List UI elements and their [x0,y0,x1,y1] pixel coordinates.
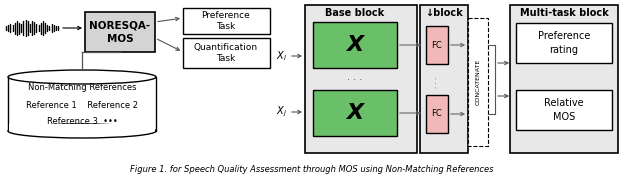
Bar [426,95,448,133]
Text: Preference
rating: Preference rating [538,31,590,55]
Bar [183,8,270,34]
Bar [305,5,417,153]
Text: Non-Matching References: Non-Matching References [27,83,136,93]
Bar [516,23,612,63]
Text: Quantification
Task: Quantification Task [194,43,258,63]
Text: · · ·: · · · [348,75,363,85]
Bar [313,90,397,136]
Text: Preference
Task: Preference Task [202,11,250,31]
Bar [510,5,618,153]
Text: Reference 1    Reference 2: Reference 1 Reference 2 [26,102,138,111]
Ellipse shape [8,124,156,138]
Text: X: X [346,35,364,55]
Bar [8,77,156,131]
Text: FC: FC [432,40,442,49]
Text: NORESQA-
MOS: NORESQA- MOS [89,20,150,44]
Bar [516,90,612,130]
Text: X: X [346,103,364,123]
Text: CONCATENATE: CONCATENATE [475,59,480,105]
Text: Multi-task block: Multi-task block [520,8,608,18]
Text: Figure 1. for Speech Quality Assessment through MOS using Non-Matching Reference: Figure 1. for Speech Quality Assessment … [130,165,494,174]
Bar [85,12,155,52]
Text: ↓block: ↓block [425,8,463,18]
Text: FC: FC [432,109,442,118]
Bar [183,38,270,68]
Bar [426,26,448,64]
Text: Base block: Base block [325,8,384,18]
Bar [468,18,488,146]
Text: Relative
MOS: Relative MOS [544,98,584,122]
Bar [9,124,155,131]
Ellipse shape [8,70,156,84]
Text: Reference 3  •••: Reference 3 ••• [47,118,117,127]
Text: $X_i$: $X_i$ [276,49,287,63]
Text: $X_j$: $X_j$ [276,105,287,119]
Bar [420,5,468,153]
Text: · · ·: · · · [434,76,440,88]
Bar [313,22,397,68]
